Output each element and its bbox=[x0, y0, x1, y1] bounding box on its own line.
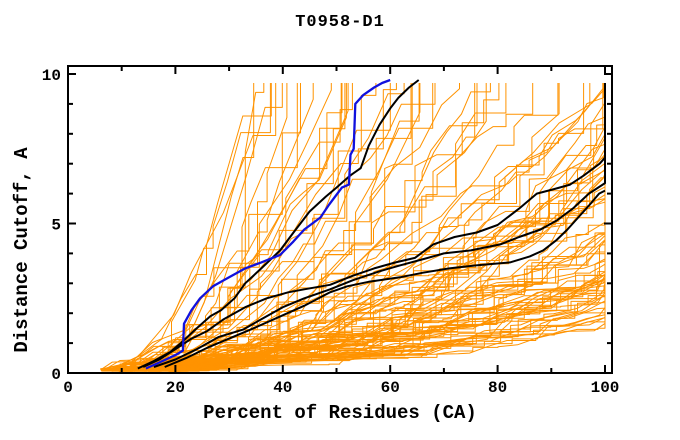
orange-model-curve bbox=[117, 83, 606, 370]
x-tick-label: 80 bbox=[488, 379, 507, 397]
orange-model-curve bbox=[168, 83, 606, 372]
x-tick-label: 20 bbox=[166, 379, 185, 397]
y-tick-label: 0 bbox=[51, 366, 61, 384]
orange-model-curve bbox=[116, 83, 606, 371]
orange-model-curve bbox=[115, 83, 606, 371]
orange-model-curve bbox=[143, 83, 606, 371]
orange-model-curve bbox=[116, 83, 314, 372]
orange-model-curve bbox=[138, 83, 283, 372]
x-tick-label: 40 bbox=[273, 379, 292, 397]
black-model-curve bbox=[164, 189, 606, 368]
orange-model-curve bbox=[100, 83, 347, 370]
x-tick-label: 0 bbox=[63, 379, 73, 397]
orange-model-curve bbox=[158, 83, 534, 372]
y-axis-label: Distance Cutoff, A bbox=[11, 147, 33, 353]
x-axis-label: Percent of Residues (CA) bbox=[203, 402, 477, 424]
orange-model-curve bbox=[162, 83, 606, 371]
orange-model-curve bbox=[104, 83, 606, 370]
orange-model-curve bbox=[116, 83, 606, 370]
plot-area bbox=[100, 78, 606, 372]
black-model-curve bbox=[142, 83, 606, 368]
orange-model-curve bbox=[132, 83, 606, 372]
plot-border bbox=[67, 65, 613, 374]
y-tick-label: 10 bbox=[42, 67, 61, 85]
orange-model-curve bbox=[100, 83, 272, 370]
orange-model-curve bbox=[170, 83, 491, 372]
orange-model-curve bbox=[112, 83, 606, 371]
orange-model-curve bbox=[172, 83, 604, 371]
chart-title: T0958-D1 bbox=[295, 13, 385, 32]
x-tick-label: 60 bbox=[381, 379, 400, 397]
orange-model-curve bbox=[171, 83, 606, 371]
orange-model-curve bbox=[107, 83, 277, 371]
black-model-curve bbox=[153, 83, 606, 368]
orange-model-curve bbox=[165, 83, 606, 372]
y-tick-label: 5 bbox=[51, 217, 61, 235]
blue-model-curve bbox=[145, 78, 391, 370]
x-tick-label: 100 bbox=[591, 379, 620, 397]
orange-model-curve bbox=[148, 83, 606, 372]
black-model-curve bbox=[137, 79, 420, 370]
orange-model-curve bbox=[172, 83, 606, 372]
orange-model-curve bbox=[114, 83, 476, 370]
